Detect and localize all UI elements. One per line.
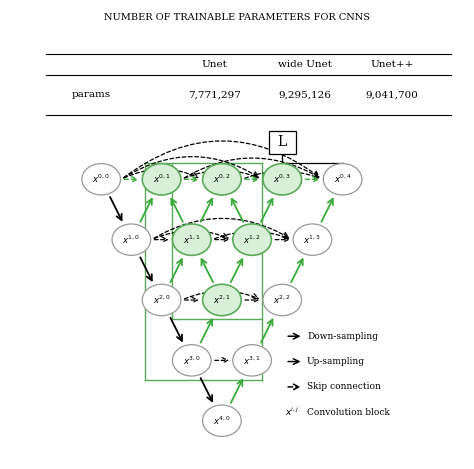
Text: 9,041,700: 9,041,700 <box>365 91 418 99</box>
Text: Skip connection: Skip connection <box>307 382 381 392</box>
Text: $x^{0,1}$: $x^{0,1}$ <box>153 173 171 185</box>
Text: $x^{3,0}$: $x^{3,0}$ <box>182 354 201 367</box>
Ellipse shape <box>233 224 272 255</box>
Text: params: params <box>72 91 111 99</box>
Text: Unet++: Unet++ <box>370 60 413 69</box>
Text: $x^{4,0}$: $x^{4,0}$ <box>213 415 231 427</box>
Text: $x^{1,2}$: $x^{1,2}$ <box>243 234 261 246</box>
Text: 7,771,297: 7,771,297 <box>188 91 241 99</box>
Text: $x^{1,0}$: $x^{1,0}$ <box>122 234 140 246</box>
Text: NUMBER OF TRAINABLE PARAMETERS FOR CNNS: NUMBER OF TRAINABLE PARAMETERS FOR CNNS <box>104 13 370 22</box>
Ellipse shape <box>202 284 241 316</box>
Text: $x^{2,2}$: $x^{2,2}$ <box>273 294 291 306</box>
Text: $x^{2,1}$: $x^{2,1}$ <box>213 294 231 306</box>
Ellipse shape <box>323 164 362 195</box>
Text: $x^{1,1}$: $x^{1,1}$ <box>183 234 201 246</box>
Ellipse shape <box>202 164 241 195</box>
Text: $x^{3,1}$: $x^{3,1}$ <box>243 354 261 367</box>
Text: $x^{i,j}$: $x^{i,j}$ <box>285 406 300 418</box>
FancyBboxPatch shape <box>269 131 296 154</box>
Text: wide Unet: wide Unet <box>278 60 332 69</box>
Text: $x^{0,0}$: $x^{0,0}$ <box>92 173 110 185</box>
Text: 9,295,126: 9,295,126 <box>279 91 332 99</box>
Ellipse shape <box>293 224 332 255</box>
Text: L: L <box>278 135 287 149</box>
Text: $x^{2,0}$: $x^{2,0}$ <box>153 294 171 306</box>
Text: Up-sampling: Up-sampling <box>307 357 365 366</box>
Text: $x^{0,3}$: $x^{0,3}$ <box>273 173 291 185</box>
Ellipse shape <box>233 345 272 376</box>
Ellipse shape <box>142 164 181 195</box>
Ellipse shape <box>142 284 181 316</box>
Text: Unet: Unet <box>201 60 227 69</box>
Text: Convolution block: Convolution block <box>307 408 390 417</box>
Text: Down-sampling: Down-sampling <box>307 332 378 340</box>
Ellipse shape <box>173 224 211 255</box>
Text: $x^{0,2}$: $x^{0,2}$ <box>213 173 231 185</box>
Ellipse shape <box>263 284 301 316</box>
Text: $x^{0,4}$: $x^{0,4}$ <box>334 173 352 185</box>
Ellipse shape <box>82 164 120 195</box>
Ellipse shape <box>263 164 301 195</box>
Ellipse shape <box>202 405 241 437</box>
Ellipse shape <box>112 224 151 255</box>
Text: $x^{1,3}$: $x^{1,3}$ <box>303 234 321 246</box>
Ellipse shape <box>173 345 211 376</box>
